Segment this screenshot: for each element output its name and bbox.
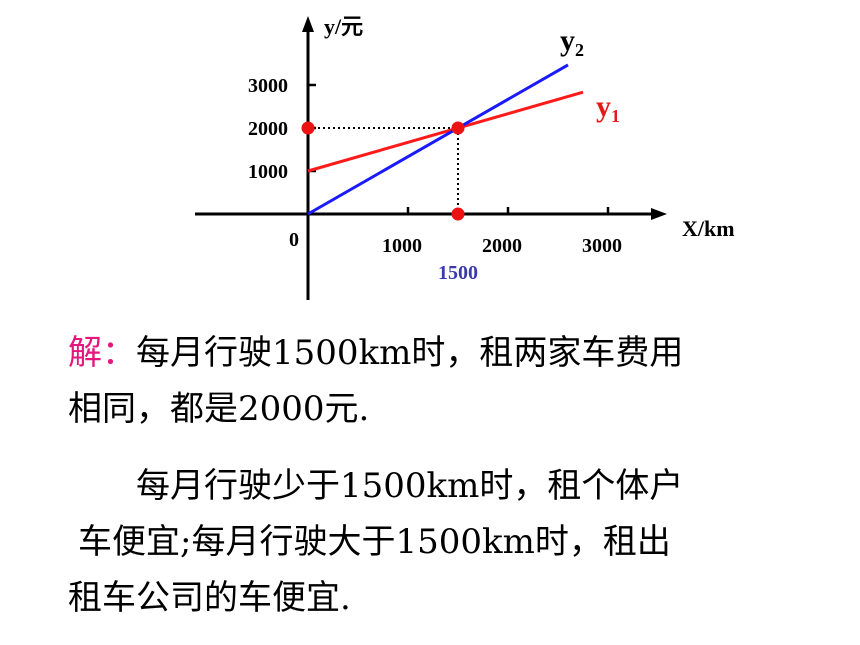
cost-chart: 1000 2000 3000 1000 2000 3000 0 X/km y/元 y1 y2 1500 <box>195 14 735 300</box>
annotation-1500: 1500 <box>438 262 478 284</box>
comparison-line-2: 车便宜;每月行驶大于1500km时，租出 <box>78 522 671 562</box>
series-label-y1: y1 <box>596 90 620 126</box>
comparison-line-1: 每月行驶少于1500km时，租个体户 <box>136 466 684 506</box>
y-tick-label-3000: 3000 <box>248 75 288 97</box>
point-intersection <box>451 121 465 135</box>
comparison-paragraph: 每月行驶少于1500km时，租个体户 车便宜;每月行驶大于1500km时，租出 … <box>68 458 828 626</box>
y-tick-label-2000: 2000 <box>248 118 288 140</box>
y-tick-label-1000: 1000 <box>248 161 288 183</box>
x-tick-label-1000: 1000 <box>382 235 422 257</box>
x-tick-label-2000: 2000 <box>482 235 522 257</box>
series-subscript-2: 2 <box>575 40 584 60</box>
comparison-line-3: 租车公司的车便宜. <box>68 578 351 618</box>
answer-line-1: 每月行驶1500km时，租两家车费用 <box>136 333 684 373</box>
x-axis-label: X/km <box>682 216 735 241</box>
point-x-axis <box>451 207 465 221</box>
answer-lead: 解： <box>68 333 136 373</box>
y-axis-label: y/元 <box>324 14 363 39</box>
x-tick-label-3000: 3000 <box>582 235 622 257</box>
answer-line-2: 相同，都是2000元. <box>68 389 370 429</box>
series-subscript-1: 1 <box>611 106 620 126</box>
point-y-axis <box>301 121 315 135</box>
origin-label: 0 <box>289 229 299 251</box>
series-label-y2: y2 <box>560 24 584 60</box>
series-line-y2 <box>307 63 569 216</box>
series-line-y1 <box>307 90 584 173</box>
answer-paragraph: 解：每月行驶1500km时，租两家车费用 相同，都是2000元. <box>68 325 828 437</box>
x-axis-arrow <box>651 208 667 220</box>
y-axis-arrow <box>302 16 314 32</box>
